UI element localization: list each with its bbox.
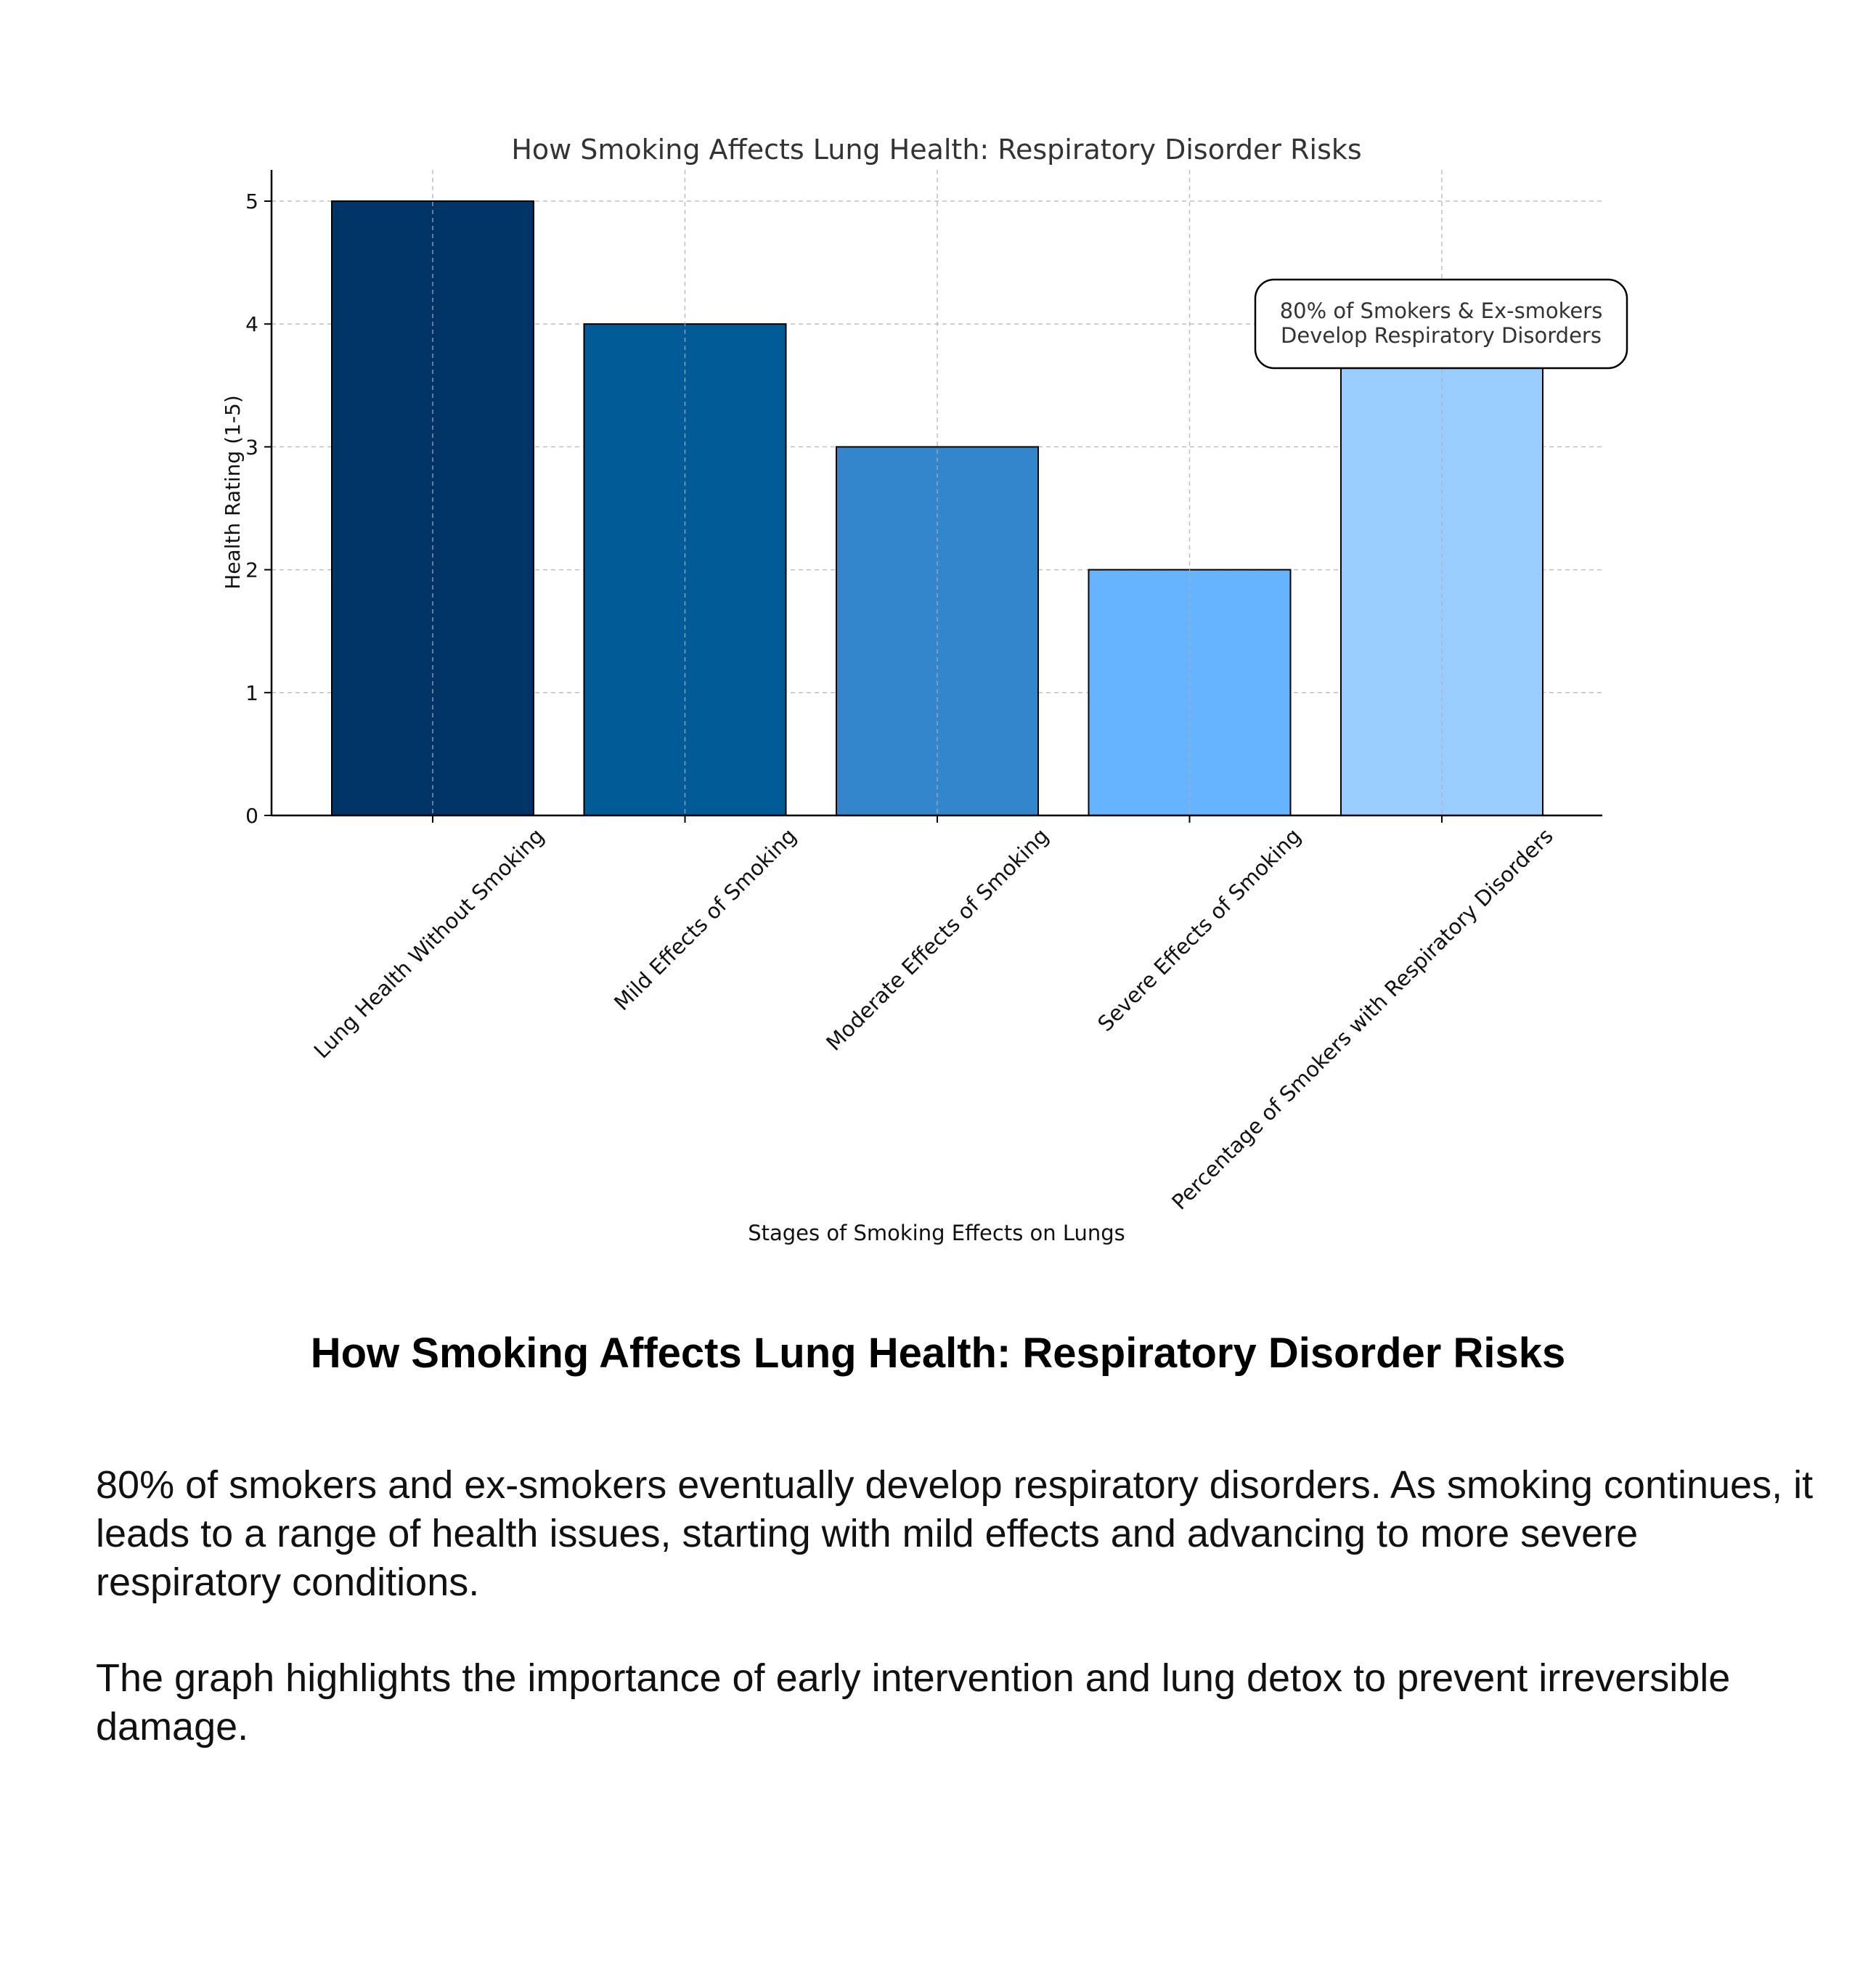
x-ticks: Lung Health Without Smoking Mild Effects … [309,815,1558,1215]
y-ticks: 0 1 2 3 4 5 [245,190,272,828]
y-tick-label: 5 [245,190,258,213]
x-tick-label: Lung Health Without Smoking [309,823,549,1063]
annotation-box [1254,278,1628,370]
y-axis-label: Health Rating (1-5) [221,395,245,590]
y-tick-label: 4 [245,312,258,336]
bar [836,446,1039,817]
x-axis-label: Stages of Smoking Effects on Lungs [748,1221,1125,1245]
x-tick-label: Mild Effects of Smoking [609,823,801,1015]
x-tick-label: Moderate Effects of Smoking [821,823,1053,1056]
description-paragraph: 80% of smokers and ex-smokers eventually… [96,1463,1814,1604]
vertical-grid-lines [432,170,1443,815]
description-paragraph: The graph highlights the importance of e… [96,1656,1731,1749]
x-tick-label: Percentage of Smokers with Respiratory D… [1167,823,1558,1215]
y-tick-label: 2 [245,558,258,582]
y-tick-label: 0 [245,804,258,828]
x-tick-label: Severe Effects of Smoking [1093,823,1305,1036]
annotation-line-2: Develop Respiratory Disorders [1281,323,1602,348]
annotation-line-1: 80% of Smokers & Ex-smokers [1280,298,1603,323]
bar-chart: How Smoking Affects Lung Health: Respira… [221,134,1628,1245]
y-tick-label: 3 [245,435,258,459]
chart-title: How Smoking Affects Lung Health: Respira… [511,134,1361,166]
annotation: 80% of Smokers & Ex-smokers Develop Resp… [1254,278,1628,370]
page-heading: How Smoking Affects Lung Health: Respira… [310,1330,1566,1377]
y-tick-label: 1 [245,681,258,705]
